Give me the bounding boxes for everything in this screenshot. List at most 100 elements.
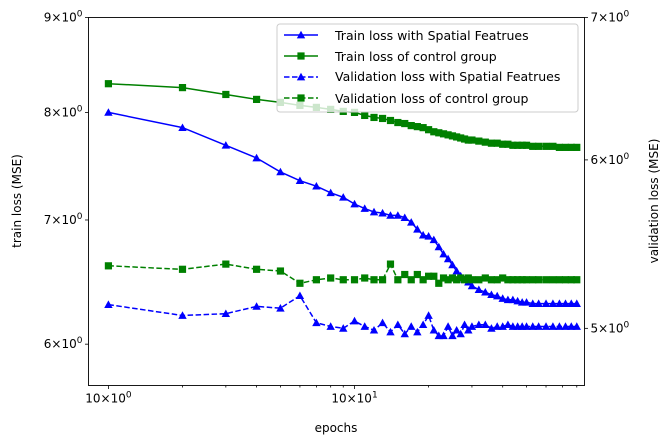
data-point: [178, 265, 187, 273]
data-point: [493, 322, 502, 330]
legend-entry: [284, 94, 318, 102]
data-point: [276, 267, 285, 275]
data-point: [407, 276, 415, 284]
data-point: [350, 276, 359, 284]
y-axis-left-label: train loss (MSE): [10, 154, 24, 248]
data-point: [493, 291, 502, 300]
data-point: [481, 287, 490, 296]
data-point: [312, 276, 320, 284]
data-point: [561, 299, 570, 307]
data-point: [467, 322, 477, 330]
y-left-tick-label: 8×100: [44, 104, 83, 119]
data-point: [221, 309, 231, 318]
data-point: [567, 299, 576, 307]
data-point: [401, 270, 409, 279]
legend-label: Train loss of control group: [334, 49, 497, 64]
data-point: [468, 136, 476, 144]
data-point: [439, 249, 448, 258]
series-0: [104, 108, 581, 307]
data-point: [448, 274, 457, 282]
data-point: [513, 296, 522, 305]
data-point: [456, 329, 465, 338]
data-point: [252, 95, 261, 104]
data-point: [555, 276, 564, 284]
data-point: [474, 320, 484, 329]
data-point: [434, 242, 443, 251]
data-point: [561, 143, 570, 151]
data-point: [401, 119, 409, 128]
data-point: [327, 274, 335, 282]
data-point: [567, 322, 576, 330]
legend-marker: [297, 52, 305, 60]
data-point: [400, 329, 409, 338]
data-point: [499, 274, 507, 282]
data-point: [407, 218, 416, 226]
series-3: [104, 260, 581, 287]
data-point: [548, 299, 558, 307]
data-point: [429, 235, 439, 244]
x-axis-ticks: 10×100 10×101: [85, 385, 578, 406]
data-point: [296, 279, 304, 287]
data-point: [252, 302, 261, 310]
data-point: [529, 142, 537, 150]
data-point: [326, 322, 335, 330]
data-point: [413, 327, 422, 336]
data-point: [503, 320, 513, 329]
data-point: [425, 126, 433, 134]
data-point: [453, 276, 461, 284]
data-point: [400, 213, 409, 222]
data-point: [555, 322, 564, 330]
data-point: [424, 311, 433, 319]
data-point: [514, 276, 522, 284]
data-point: [548, 322, 558, 330]
data-point: [499, 140, 507, 148]
data-point: [448, 132, 457, 140]
data-point: [522, 276, 531, 284]
data-point: [534, 299, 543, 307]
data-point: [222, 260, 230, 268]
data-point: [481, 138, 489, 146]
data-point: [518, 276, 526, 284]
data-point: [572, 299, 581, 307]
data-point: [394, 118, 402, 127]
data-point: [541, 299, 551, 307]
data-point: [439, 130, 448, 138]
y-right-tick-label: 6×100: [591, 152, 630, 167]
legend-label: Train loss with Spatial Featrues: [334, 28, 529, 43]
data-point: [104, 108, 113, 116]
data-point: [350, 199, 359, 208]
series-layer: [104, 80, 581, 340]
data-point: [542, 276, 550, 284]
data-point: [542, 142, 550, 150]
data-point: [535, 276, 543, 284]
data-point: [276, 167, 285, 176]
data-point: [504, 140, 512, 148]
data-point: [522, 322, 531, 330]
data-point: [452, 325, 461, 334]
data-point: [509, 141, 517, 149]
data-point: [522, 141, 531, 149]
data-point: [475, 276, 483, 284]
data-point: [573, 143, 581, 151]
data-point: [567, 276, 575, 284]
x-tick-label: 10×100: [85, 391, 132, 406]
data-point: [535, 142, 543, 150]
data-point: [504, 276, 512, 284]
data-point: [509, 276, 517, 284]
data-point: [487, 139, 496, 147]
data-point: [378, 276, 387, 284]
data-point: [452, 266, 461, 275]
data-point: [464, 277, 473, 286]
data-point: [467, 281, 477, 290]
data-point: [413, 225, 422, 233]
data-point: [424, 232, 433, 240]
data-point: [386, 116, 395, 125]
data-point: [435, 279, 443, 287]
data-point: [457, 134, 465, 142]
data-point: [487, 276, 496, 284]
data-point: [104, 262, 113, 270]
data-point: [361, 111, 369, 120]
data-point: [555, 143, 564, 151]
legend: Train loss with Spatial Featrues Train l…: [276, 23, 579, 113]
data-point: [444, 276, 452, 284]
